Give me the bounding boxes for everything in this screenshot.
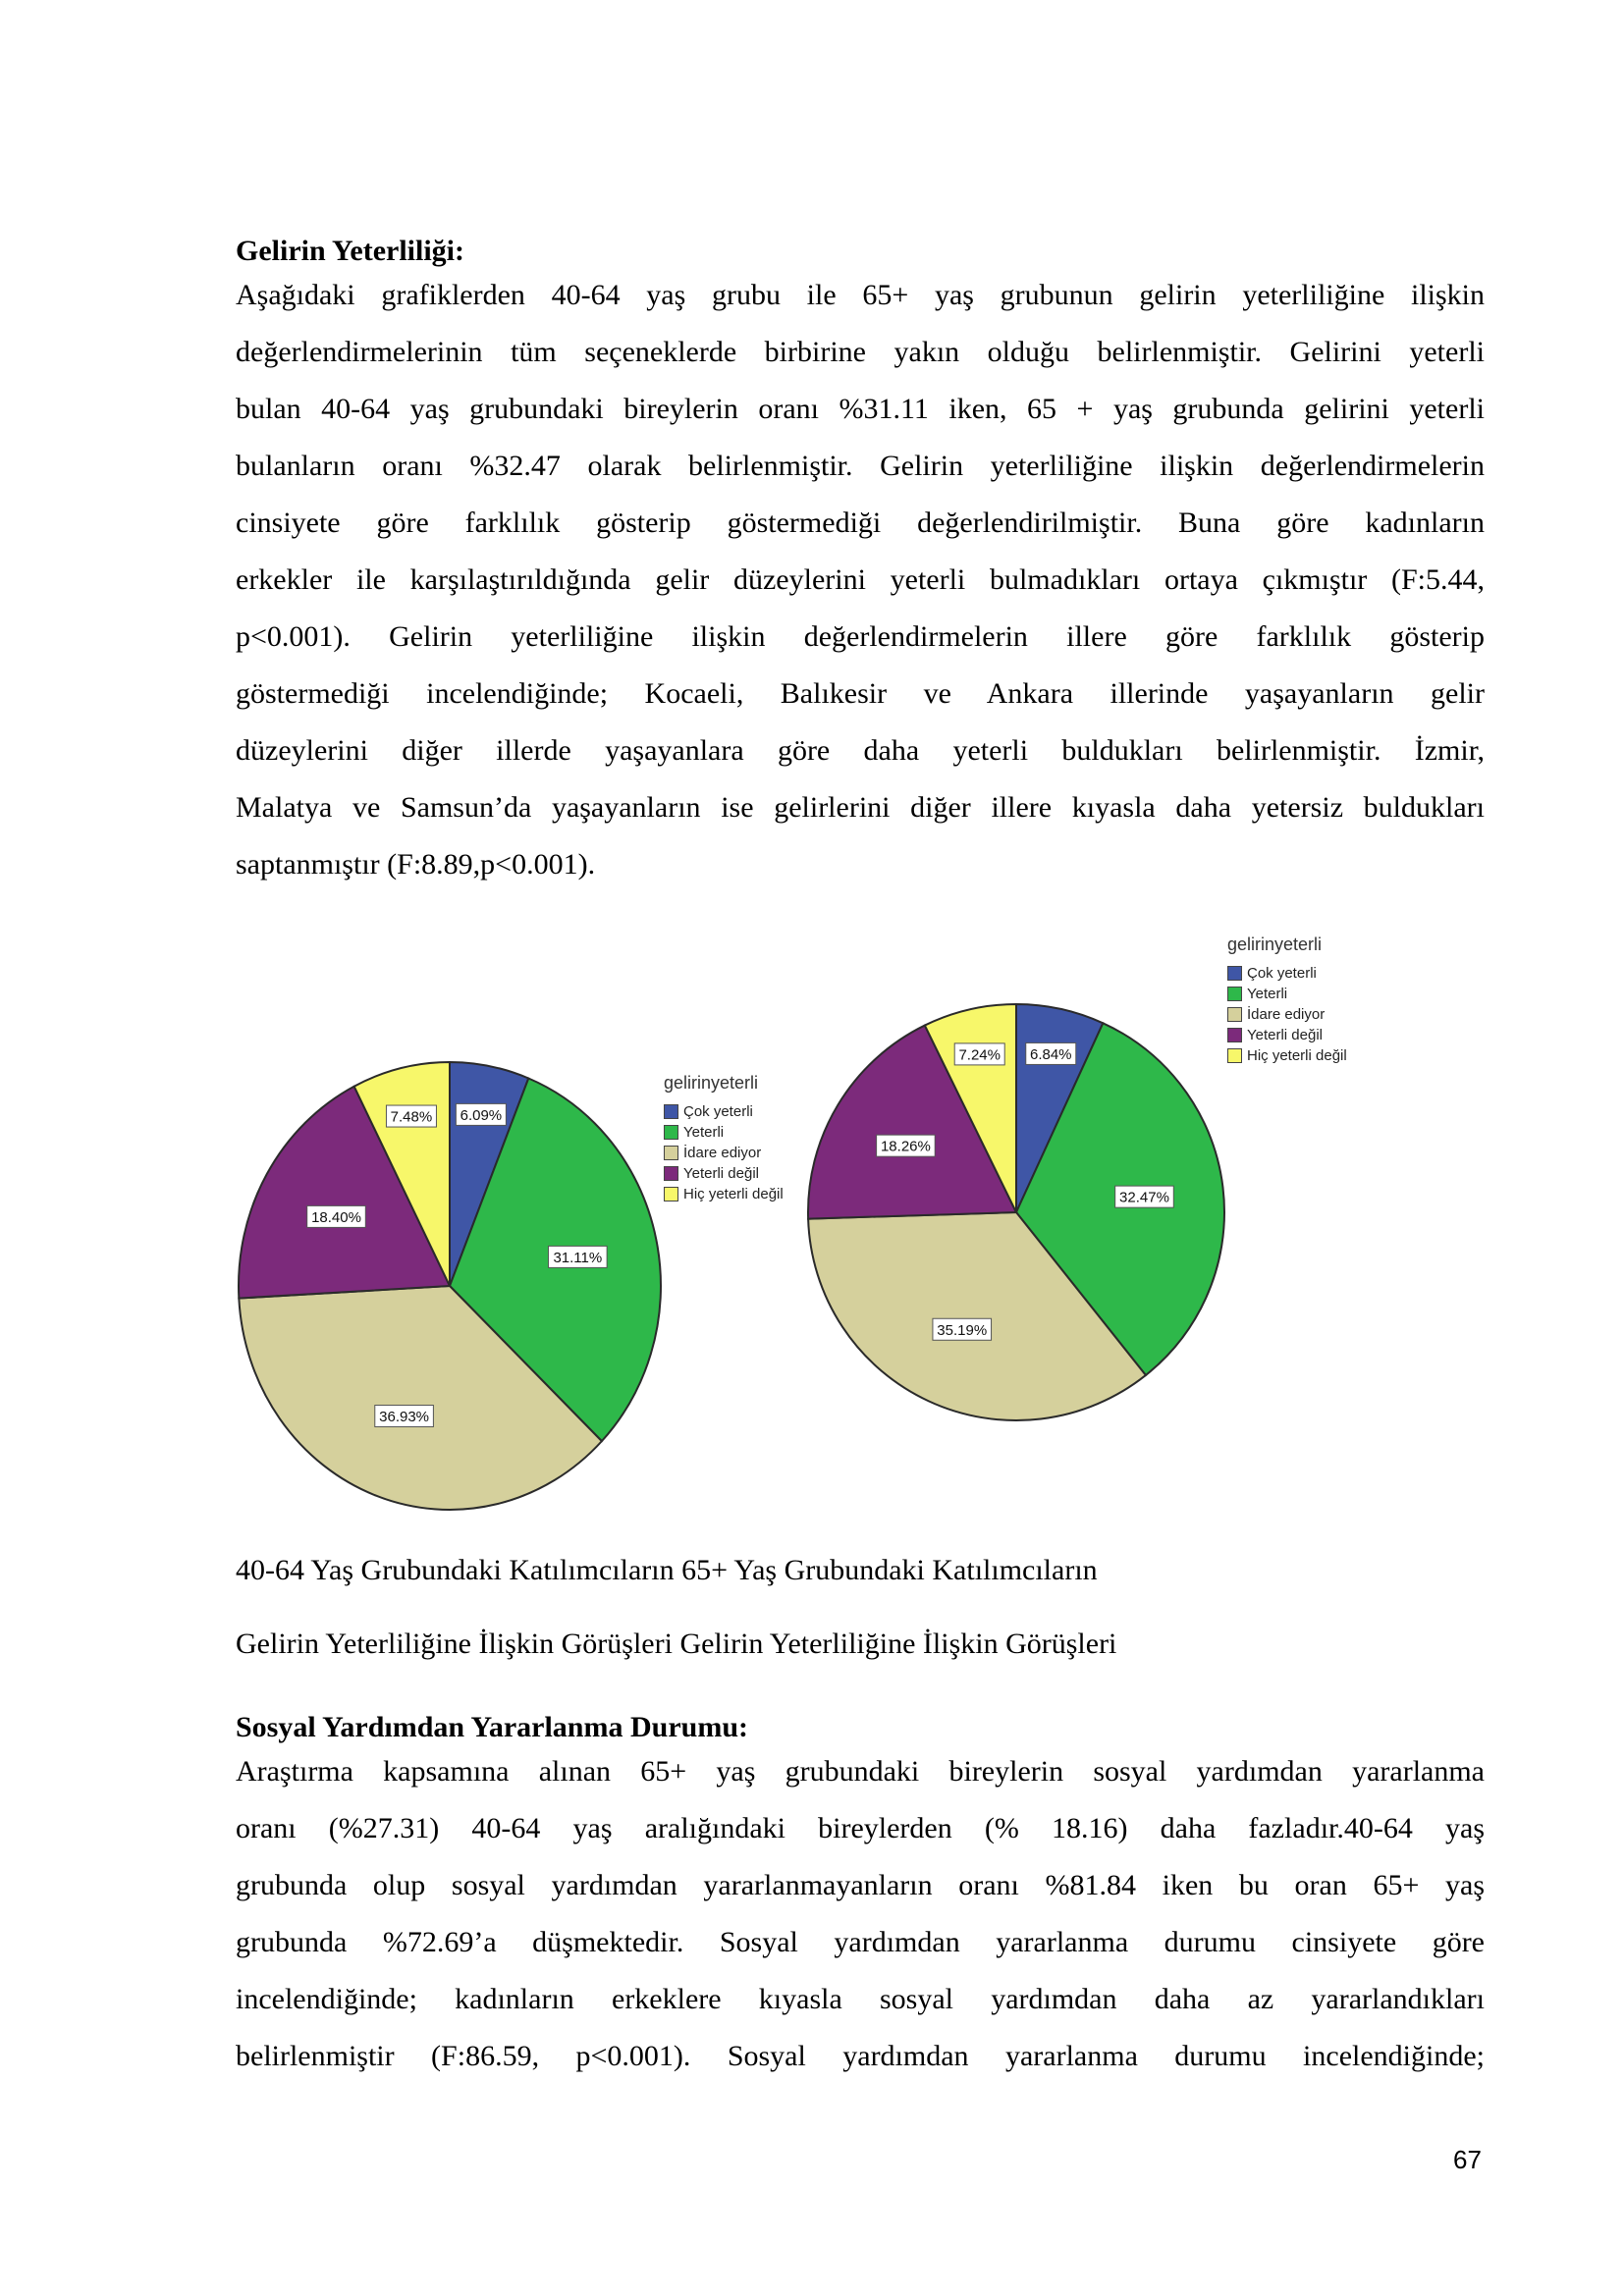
slice-label-box <box>548 1245 608 1268</box>
legend-item: Çok yeterli <box>1227 963 1347 984</box>
legend-label: Yeterli <box>683 1124 725 1141</box>
text-line: Aşağıdaki grafiklerden 40-64 yaş grubu i… <box>236 279 1485 311</box>
slice-label: 6.09% <box>460 1107 503 1124</box>
legend-label: İdare ediyor <box>1247 1006 1326 1023</box>
pie-chart-40-64: 6.09% 31.11% 36.93% 18.40% 7.48% <box>238 1060 662 1511</box>
slice-label: 7.48% <box>391 1109 433 1126</box>
text-line: bulanların oranı %32.47 olarak belirlenm… <box>236 450 1485 482</box>
legend-item: Hiç yeterli değil <box>1227 1045 1347 1066</box>
text-line: Malatya ve Samsun’da yaşayanların ise ge… <box>236 791 1485 824</box>
text-line: grubunda olup sosyal yardımdan yararlanm… <box>236 1869 1485 1901</box>
legend-item: Hiç yeterli değil <box>664 1184 784 1204</box>
legend-label: Yeterli <box>1247 986 1288 1002</box>
slice-label-box <box>385 1104 437 1128</box>
legend-swatch <box>664 1125 678 1140</box>
legend-label: Çok yeterli <box>1247 965 1317 982</box>
legend-label: Çok yeterli <box>683 1103 753 1120</box>
text-line: göstermediği incelendiğinde; Kocaeli, Ba… <box>236 677 1485 710</box>
paragraph-income: Aşağıdaki grafiklerden 40-64 yaş grubu i… <box>236 267 1485 893</box>
pie-slice-4 <box>807 1024 1018 1220</box>
legend-item: Yeterli değil <box>1227 1025 1347 1045</box>
legend-65-plus: gelirinyeterli Çok yeterli Yeterli İdare… <box>1227 934 1347 1066</box>
text-line: oranı (%27.31) 40-64 yaş aralığındaki bi… <box>236 1812 1485 1844</box>
legend-swatch <box>664 1104 678 1119</box>
legend-swatch <box>1227 1028 1242 1042</box>
figure-caption-line-2: Gelirin Yeterliliğine İlişkin Görüşleri … <box>236 1628 1117 1660</box>
legend-swatch <box>664 1166 678 1181</box>
text-line: Araştırma kapsamına alınan 65+ yaş grubu… <box>236 1755 1485 1788</box>
slice-label: 18.26% <box>881 1139 931 1155</box>
legend-item: İdare ediyor <box>1227 1004 1347 1025</box>
text-line: düzeylerini diğer illerde yaşayanlara gö… <box>236 734 1485 767</box>
slice-label-box <box>932 1317 993 1341</box>
legend-label: Hiç yeterli değil <box>1247 1047 1347 1064</box>
pie-chart-65-plus: 6.84% 32.47% 35.19% 18.26% 7.24% <box>807 1002 1225 1421</box>
text-line: bulan 40-64 yaş grubundaki bireylerin or… <box>236 393 1485 425</box>
slice-label: 36.93% <box>379 1409 429 1425</box>
page-number: 67 <box>1453 2145 1482 2174</box>
legend-label: İdare ediyor <box>683 1145 762 1161</box>
slice-label: 6.84% <box>1030 1046 1072 1063</box>
section-heading-income: Gelirin Yeterliliği: <box>236 235 464 267</box>
pie-slice-3 <box>238 1284 604 1511</box>
slice-label-box <box>306 1204 366 1228</box>
legend-title: gelirinyeterli <box>1227 934 1323 954</box>
slice-label: 32.47% <box>1119 1190 1169 1206</box>
legend-item: Yeterli değil <box>664 1163 784 1184</box>
slice-label: 31.11% <box>553 1250 602 1266</box>
text-line: belirlenmiştir (F:86.59, p<0.001). Sosya… <box>236 2040 1485 2072</box>
figure-caption-line-1: 40-64 Yaş Grubundaki Katılımcıların 65+ … <box>236 1554 1098 1586</box>
legend-swatch <box>664 1187 678 1201</box>
text-line: cinsiyete göre farklılık gösterip göster… <box>236 507 1485 539</box>
text-line: erkekler ile karşılaştırıldığında gelir … <box>236 563 1485 596</box>
legend-title: gelirinyeterli <box>664 1073 759 1093</box>
text-line: saptanmıştır (F:8.89,p<0.001). <box>236 848 596 881</box>
pie-slice-3 <box>807 1210 1148 1421</box>
legend-label: Hiç yeterli değil <box>683 1186 784 1202</box>
slice-label-box <box>953 1042 1005 1066</box>
slice-label: 35.19% <box>937 1322 987 1339</box>
slice-labels: 6.09% 31.11% 36.93% 18.40% 7.48% <box>306 1102 608 1428</box>
pie-slice-4 <box>238 1085 452 1300</box>
text-line: değerlendirmelerinin tüm seçeneklerde bi… <box>236 336 1485 368</box>
slice-labels: 6.84% 32.47% 35.19% 18.26% 7.24% <box>876 1041 1174 1341</box>
slice-label: 18.40% <box>311 1209 361 1226</box>
text-line: incelendiğinde; kadınların erkeklere kıy… <box>236 1983 1485 2015</box>
legend-swatch <box>1227 1007 1242 1022</box>
legend-item: Yeterli <box>1227 984 1347 1004</box>
slice-label-box <box>1114 1185 1174 1208</box>
legend-label: Yeterli değil <box>683 1165 759 1182</box>
legend-swatch <box>1227 1048 1242 1063</box>
section-heading-social-aid: Sosyal Yardımdan Yararlanma Durumu: <box>236 1711 748 1743</box>
legend-swatch <box>664 1146 678 1160</box>
legend-swatch <box>1227 966 1242 981</box>
legend-item: Yeterli <box>664 1122 784 1143</box>
legend-swatch <box>1227 987 1242 1001</box>
legend-item: İdare ediyor <box>664 1143 784 1163</box>
text-line: grubunda %72.69’a düşmektedir. Sosyal ya… <box>236 1926 1485 1958</box>
paragraph-social-aid: Araştırma kapsamına alınan 65+ yaş grubu… <box>236 1743 1485 2085</box>
slice-label-box <box>1025 1041 1077 1065</box>
legend-label: Yeterli değil <box>1247 1027 1323 1043</box>
slice-label-box <box>455 1102 507 1126</box>
slice-label-box <box>374 1405 434 1428</box>
legend-40-64: gelirinyeterli Çok yeterli Yeterli İdare… <box>664 1073 784 1204</box>
slice-label-box <box>876 1134 936 1157</box>
slice-label: 7.24% <box>958 1046 1001 1063</box>
text-line: p<0.001). Gelirin yeterliliğine ilişkin … <box>236 620 1485 653</box>
legend-item: Çok yeterli <box>664 1101 784 1122</box>
